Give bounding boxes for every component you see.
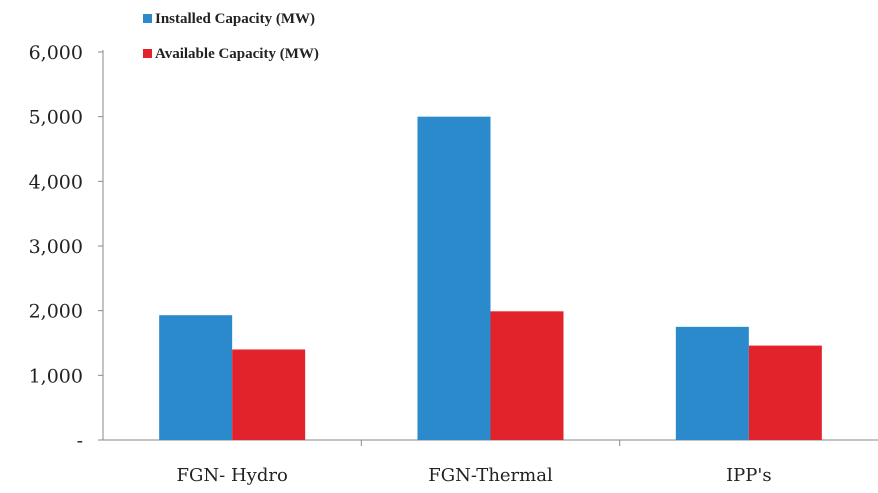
x-category-label: FGN-Thermal	[428, 465, 553, 486]
legend-label-installed: Installed Capacity (MW)	[155, 11, 315, 27]
legend-swatch-available	[143, 49, 152, 58]
y-tick-label: 4,000	[29, 171, 83, 193]
bar-installed-2	[675, 326, 749, 440]
bar-available-2	[748, 345, 822, 440]
legend: Installed Capacity (MW) Available Capaci…	[143, 11, 319, 62]
x-category-label: FGN- Hydro	[177, 465, 288, 486]
bar-installed-1	[417, 116, 491, 441]
y-tick-label: -	[77, 430, 83, 452]
x-category-label: IPP's	[726, 465, 772, 486]
y-tick-label: 6,000	[29, 42, 83, 64]
bar-available-1	[490, 311, 564, 440]
y-tick-label: 1,000	[29, 365, 83, 387]
legend-label-available: Available Capacity (MW)	[155, 46, 319, 62]
y-axis-ticks: - 1,000 2,000 3,000 4,000 5,000 6,000	[29, 42, 621, 452]
bar-available-0	[232, 349, 306, 440]
x-axis-categories: FGN- Hydro FGN-Thermal IPP's	[177, 465, 772, 486]
y-tick-label: 3,000	[29, 236, 83, 258]
bar-installed-0	[159, 315, 233, 440]
y-tick-label: 2,000	[29, 301, 83, 323]
legend-swatch-installed	[143, 14, 152, 23]
y-tick-label: 5,000	[29, 107, 83, 129]
bars	[159, 116, 822, 441]
